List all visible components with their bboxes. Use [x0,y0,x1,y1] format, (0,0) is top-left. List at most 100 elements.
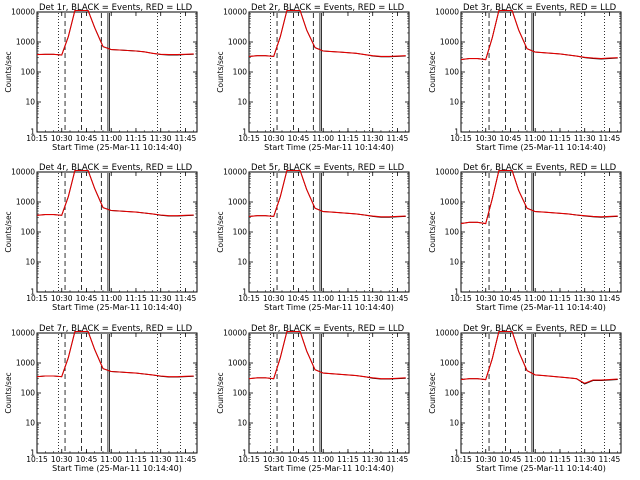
y-tick-label: 100 [445,389,460,398]
x-tick-label: 10:15 [26,294,48,303]
x-tick-label: 11:15 [125,134,147,143]
y-tick-label: 1 [454,449,459,458]
y-tick-label: 1 [454,288,459,297]
x-tick-label: 11:00 [524,455,546,464]
x-tick-label: 10:45 [76,294,98,303]
plot-frame [460,332,622,454]
x-tick-label: 11:15 [337,134,359,143]
x-axis-label: Start Time (25-Mar-11 10:14:40) [52,143,182,152]
lld-series-line [36,9,194,56]
x-tick-label: 10:30 [263,455,285,464]
y-tick-label: 1 [242,128,247,137]
x-tick-label: 10:30 [475,294,497,303]
x-tick-label: 11:45 [387,294,409,303]
y-tick-label: 1 [30,128,35,137]
x-tick-label: 11:45 [387,134,409,143]
y-tick-label: 10000 [435,168,459,177]
y-tick-label: 10 [25,419,35,428]
x-tick-label: 10:45 [76,134,98,143]
y-tick-label: 1 [242,449,247,458]
x-tick-label: 10:30 [51,294,73,303]
y-axis-label: Counts/sec [4,211,13,252]
x-axis-label: Start Time (25-Mar-11 10:14:40) [52,303,182,312]
x-tick-label: 10:15 [26,455,48,464]
x-axis-label: Start Time (25-Mar-11 10:14:40) [264,464,394,473]
y-tick-label: 100 [21,68,36,77]
x-tick-label: 11:15 [125,294,147,303]
plot-frame [460,11,622,133]
y-tick-label: 1000 [16,198,35,207]
plot-frame [36,11,198,133]
plot-frame [248,171,410,293]
x-tick-label: 11:30 [150,134,172,143]
x-tick-label: 10:45 [288,455,310,464]
x-tick-label: 10:45 [288,294,310,303]
lld-series-line [248,330,406,380]
x-axis-label: Start Time (25-Mar-11 10:14:40) [476,464,606,473]
lld-series-line [460,330,618,384]
chart-panel-1: Det 1r, BLACK = Events, RED = LLD 1 10 100 1… [4,3,198,152]
y-tick-label: 10 [25,258,35,267]
chart-title: Det 7r, BLACK = Events, RED = LLD [39,324,193,334]
lld-series-line [248,9,406,57]
y-tick-label: 10000 [435,8,459,17]
y-tick-label: 10 [449,98,459,107]
y-tick-label: 1 [30,288,35,297]
chart-title: Det 6r, BLACK = Events, RED = LLD [463,163,617,173]
x-tick-label: 10:45 [500,134,522,143]
chart-title: Det 5r, BLACK = Events, RED = LLD [251,163,405,173]
x-tick-label: 11:45 [175,455,197,464]
x-tick-label: 11:15 [125,455,147,464]
x-tick-label: 10:15 [238,455,260,464]
x-tick-label: 10:30 [51,134,73,143]
chart-title: Det 4r, BLACK = Events, RED = LLD [39,163,193,173]
y-tick-label: 100 [233,228,248,237]
x-tick-label: 11:45 [599,455,621,464]
chart-title: Det 1r, BLACK = Events, RED = LLD [39,3,193,13]
x-tick-label: 11:30 [362,294,384,303]
events-series-line [460,331,618,385]
y-tick-label: 10000 [435,329,459,338]
chart-panel-9: Det 9r, BLACK = Events, RED = LLD 1 10 100 1… [428,324,622,473]
y-tick-label: 1000 [228,38,247,47]
y-tick-label: 10 [25,98,35,107]
y-tick-label: 1 [454,128,459,137]
x-tick-label: 11:15 [337,455,359,464]
x-tick-label: 11:45 [175,134,197,143]
y-tick-label: 1000 [228,198,247,207]
x-tick-label: 10:45 [500,455,522,464]
y-axis-label: Counts/sec [216,51,225,92]
x-tick-label: 10:30 [475,455,497,464]
x-tick-label: 10:30 [263,294,285,303]
chart-title: Det 8r, BLACK = Events, RED = LLD [251,324,405,334]
y-tick-label: 10 [237,258,247,267]
x-tick-label: 11:00 [100,455,122,464]
x-tick-label: 11:00 [312,294,334,303]
y-tick-label: 10 [449,419,459,428]
chart-title: Det 9r, BLACK = Events, RED = LLD [463,324,617,334]
chart-panel-8: Det 8r, BLACK = Events, RED = LLD 1 10 100 1… [216,324,410,473]
chart-panel-3: Det 3r, BLACK = Events, RED = LLD 1 10 100 1… [428,3,622,152]
y-axis-label: Counts/sec [428,372,437,413]
lld-series-line [36,330,194,378]
chart-panel-4: Det 4r, BLACK = Events, RED = LLD 1 10 100 1… [4,163,198,312]
y-axis-label: Counts/sec [4,372,13,413]
x-axis-label: Start Time (25-Mar-11 10:14:40) [52,464,182,473]
x-tick-label: 10:45 [76,455,98,464]
y-axis-label: Counts/sec [4,51,13,92]
plot-frame [248,332,410,454]
x-tick-label: 11:00 [100,134,122,143]
y-axis-label: Counts/sec [428,51,437,92]
x-axis-label: Start Time (25-Mar-11 10:14:40) [476,143,606,152]
events-series-line [248,170,406,218]
x-tick-label: 11:00 [524,134,546,143]
x-tick-label: 11:30 [362,134,384,143]
y-tick-label: 1 [30,449,35,458]
y-tick-label: 10000 [11,8,35,17]
events-series-line [460,170,618,225]
chart-panel-7: Det 7r, BLACK = Events, RED = LLD 1 10 100 1… [4,324,198,473]
chart-panel-2: Det 2r, BLACK = Events, RED = LLD 1 10 100 1… [216,3,410,152]
x-tick-label: 10:15 [450,294,472,303]
events-series-line [36,331,194,378]
